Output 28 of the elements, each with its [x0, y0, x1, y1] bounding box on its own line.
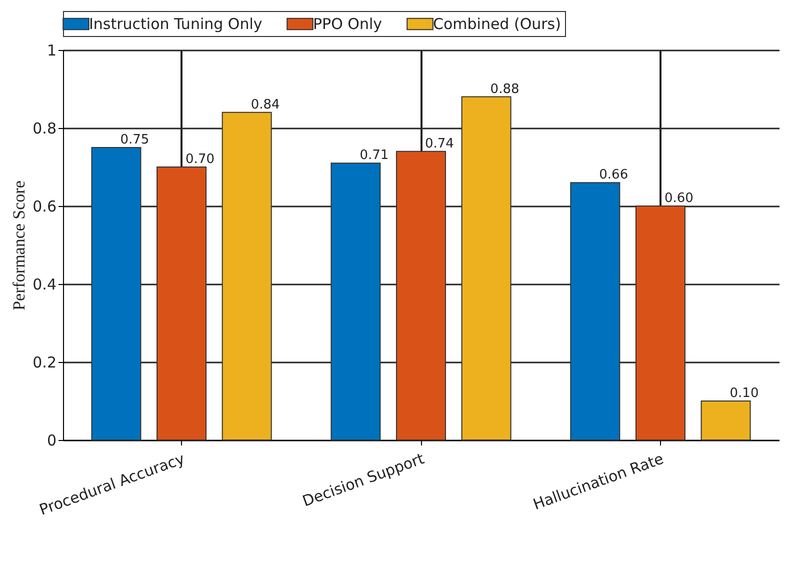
bar	[461, 96, 512, 440]
y-tick-label: 0.2	[32, 354, 56, 372]
legend-label: PPO Only	[313, 15, 382, 33]
y-tick-label: 1	[46, 42, 56, 60]
y-axis-title: Performance Score	[10, 180, 29, 310]
data-label: 0.60	[664, 191, 694, 206]
bar	[222, 112, 272, 440]
legend-label: Instruction Tuning Only	[89, 15, 262, 33]
y-tick-label: 0.4	[32, 276, 56, 294]
y-tick-label: 0.6	[32, 198, 56, 216]
bar	[156, 166, 207, 440]
data-label: 0.66	[599, 168, 628, 183]
data-label: 0.71	[360, 148, 389, 164]
bar	[396, 150, 446, 440]
legend-label: Combined (Ours)	[433, 15, 561, 33]
bar	[330, 162, 381, 440]
y-tick-label: 0.8	[32, 120, 56, 138]
data-label: 0.70	[186, 152, 214, 167]
data-label: 0.74	[425, 136, 454, 152]
y-tick-label: 0	[46, 432, 56, 450]
data-label: 0.75	[120, 132, 150, 148]
data-label: 0.10	[730, 386, 759, 401]
bar	[700, 400, 751, 440]
data-label: 0.84	[250, 97, 280, 112]
bar	[570, 182, 620, 440]
bar	[635, 206, 686, 440]
bar	[91, 147, 142, 440]
data-label: 0.88	[490, 82, 520, 97]
